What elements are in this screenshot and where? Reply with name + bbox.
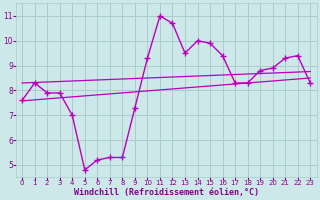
X-axis label: Windchill (Refroidissement éolien,°C): Windchill (Refroidissement éolien,°C) [74,188,259,197]
